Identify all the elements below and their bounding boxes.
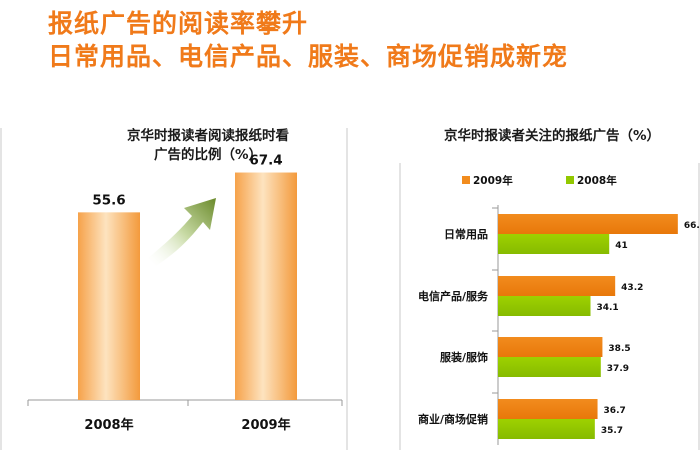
legend-swatch-0 <box>462 176 470 184</box>
right-bar-0-1 <box>498 234 610 254</box>
left-bar-0 <box>78 212 140 400</box>
right-bar-1-1 <box>498 296 591 316</box>
left-chart-title-line1: 京华时报读者阅读报纸时看 <box>127 128 289 144</box>
left-chart-title-line2: 广告的比例（%） <box>153 147 263 163</box>
left-x-tick-1: 2009年 <box>241 417 290 433</box>
right-bar-3-1 <box>498 419 595 439</box>
left-chart-title: 京华时报读者阅读报纸时看 广告的比例（%） <box>78 127 338 165</box>
right-chart-title: 京华时报读者关注的报纸广告（%） <box>443 128 661 144</box>
right-category-0: 日常用品 <box>444 227 488 241</box>
right-bar-value-3-0: 36.7 <box>604 406 626 416</box>
legend-label-0: 2009年 <box>473 174 513 187</box>
legend-swatch-1 <box>566 176 574 184</box>
legend-label-1: 2008年 <box>577 174 617 187</box>
slide-title-line2: 日常用品、电信产品、服装、商场促销成新宠 <box>48 42 569 71</box>
right-bar-value-2-1: 37.9 <box>607 364 629 374</box>
right-bar-value-1-0: 43.2 <box>621 283 643 293</box>
right-bar-value-0-0: 66.3 <box>684 221 700 231</box>
right-bar-value-1-1: 34.1 <box>596 303 618 313</box>
right-bar-value-0-1: 41 <box>615 241 628 251</box>
right-bar-2-1 <box>498 357 601 377</box>
slide-title-line1: 报纸广告的阅读率攀升 <box>48 9 309 38</box>
right-category-1: 电信产品/服务 <box>418 289 489 303</box>
left-chart: 55.6 2008年 67.4 2009年 <box>0 128 348 450</box>
right-bar-value-2-0: 38.5 <box>608 344 630 354</box>
right-category-2: 服装/服饰 <box>440 350 488 364</box>
right-bar-value-3-1: 35.7 <box>601 426 623 436</box>
left-bar-value-0: 55.6 <box>92 192 125 208</box>
left-x-tick-0: 2008年 <box>84 417 133 433</box>
right-bar-1-0 <box>498 276 616 296</box>
right-bar-0-0 <box>498 214 678 234</box>
right-category-3: 商业/商场促销 <box>418 412 488 426</box>
right-bar-2-0 <box>498 337 603 357</box>
trend-arrow-icon <box>148 198 216 266</box>
left-bar-value-1: 67.4 <box>249 153 282 169</box>
right-bar-3-0 <box>498 399 598 419</box>
left-bar-1 <box>235 172 297 400</box>
